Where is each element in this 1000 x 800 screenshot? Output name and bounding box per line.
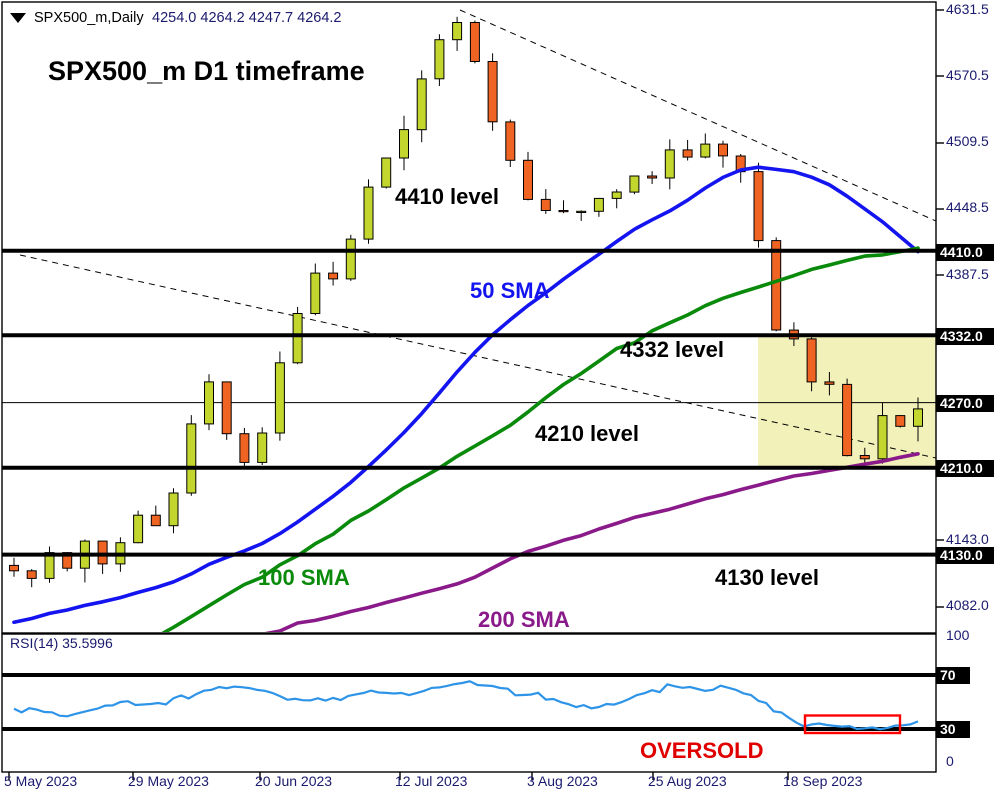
svg-text:4410 level: 4410 level <box>395 184 499 209</box>
svg-text:30: 30 <box>940 721 956 737</box>
svg-text:4410.0: 4410.0 <box>940 244 983 260</box>
svg-text:4130 level: 4130 level <box>715 565 819 590</box>
svg-text:SPX500_m,Daily: SPX500_m,Daily <box>34 10 144 26</box>
svg-text:100: 100 <box>946 627 970 643</box>
svg-text:70: 70 <box>940 667 956 683</box>
svg-text:4448.5: 4448.5 <box>946 199 989 215</box>
svg-text:25 Aug 2023: 25 Aug 2023 <box>648 773 727 789</box>
svg-text:5 May 2023: 5 May 2023 <box>4 773 77 789</box>
svg-text:12 Jul 2023: 12 Jul 2023 <box>395 773 468 789</box>
svg-text:200 SMA: 200 SMA <box>478 607 570 632</box>
svg-text:4570.5: 4570.5 <box>946 67 989 83</box>
svg-text:4254.0 4264.2 4247.7 4264.2: 4254.0 4264.2 4247.7 4264.2 <box>152 10 341 26</box>
svg-text:4509.5: 4509.5 <box>946 133 989 149</box>
svg-text:4332 level: 4332 level <box>620 337 724 362</box>
svg-text:4270.0: 4270.0 <box>940 395 983 411</box>
svg-text:100 SMA: 100 SMA <box>258 565 350 590</box>
svg-text:4631.5: 4631.5 <box>946 1 989 17</box>
svg-text:29 May 2023: 29 May 2023 <box>128 773 209 789</box>
svg-text:OVERSOLD: OVERSOLD <box>640 738 763 763</box>
svg-text:0: 0 <box>946 753 954 769</box>
svg-text:4130.0: 4130.0 <box>940 547 983 563</box>
svg-text:4210 level: 4210 level <box>535 421 639 446</box>
svg-text:50 SMA: 50 SMA <box>470 278 550 303</box>
svg-text:RSI(14) 35.5996: RSI(14) 35.5996 <box>10 635 113 651</box>
svg-text:4082.0: 4082.0 <box>946 597 989 613</box>
svg-text:4387.5: 4387.5 <box>946 266 989 282</box>
svg-text:20 Jun 2023: 20 Jun 2023 <box>255 773 332 789</box>
svg-text:18 Sep 2023: 18 Sep 2023 <box>783 773 863 789</box>
svg-text:SPX500_m D1 timeframe: SPX500_m D1 timeframe <box>48 56 365 86</box>
svg-text:4210.0: 4210.0 <box>940 460 983 476</box>
svg-text:4143.0: 4143.0 <box>946 531 989 547</box>
svg-text:4332.0: 4332.0 <box>940 328 983 344</box>
svg-text:3 Aug 2023: 3 Aug 2023 <box>527 773 598 789</box>
